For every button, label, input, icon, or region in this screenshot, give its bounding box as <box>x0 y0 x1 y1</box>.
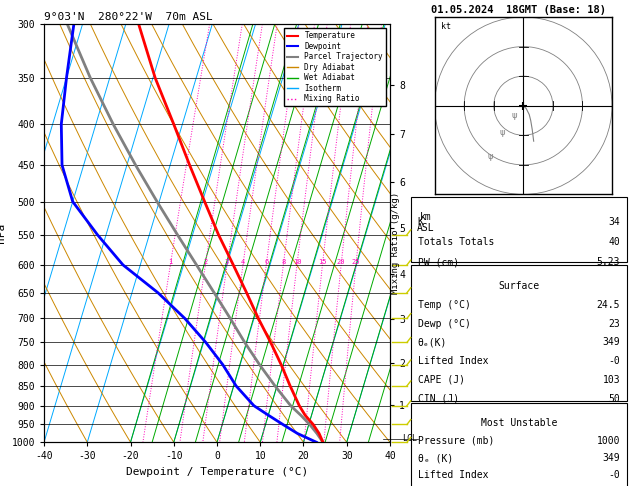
Text: -0: -0 <box>608 356 620 366</box>
FancyBboxPatch shape <box>411 403 626 486</box>
Text: θₑ(K): θₑ(K) <box>418 337 447 347</box>
Text: 2: 2 <box>203 259 208 265</box>
Text: 01.05.2024  18GMT (Base: 18): 01.05.2024 18GMT (Base: 18) <box>431 5 606 15</box>
X-axis label: Dewpoint / Temperature (°C): Dewpoint / Temperature (°C) <box>126 467 308 477</box>
Text: 4: 4 <box>241 259 245 265</box>
Text: 6: 6 <box>264 259 269 265</box>
Text: Totals Totals: Totals Totals <box>418 237 494 247</box>
Text: 349: 349 <box>603 337 620 347</box>
Text: 9°03'N  280°22'W  70m ASL: 9°03'N 280°22'W 70m ASL <box>44 12 213 22</box>
Y-axis label: hPa: hPa <box>0 223 6 243</box>
Text: Lifted Index: Lifted Index <box>418 356 488 366</box>
Text: θₑ (K): θₑ (K) <box>418 453 453 463</box>
Text: Most Unstable: Most Unstable <box>481 418 557 428</box>
Text: Lifted Index: Lifted Index <box>418 470 488 481</box>
Text: Pressure (mb): Pressure (mb) <box>418 435 494 446</box>
Text: 10: 10 <box>292 259 301 265</box>
FancyBboxPatch shape <box>411 197 626 262</box>
Text: 5.23: 5.23 <box>597 258 620 267</box>
Text: 40: 40 <box>608 237 620 247</box>
Text: 23: 23 <box>608 318 620 329</box>
Text: 50: 50 <box>608 394 620 403</box>
Text: Mixing Ratio (g/kg): Mixing Ratio (g/kg) <box>391 192 399 294</box>
Legend: Temperature, Dewpoint, Parcel Trajectory, Dry Adiabat, Wet Adiabat, Isotherm, Mi: Temperature, Dewpoint, Parcel Trajectory… <box>284 28 386 106</box>
Y-axis label: km
ASL: km ASL <box>417 212 435 233</box>
Text: Dewp (°C): Dewp (°C) <box>418 318 470 329</box>
Text: 20: 20 <box>337 259 345 265</box>
Text: 103: 103 <box>603 375 620 385</box>
Text: Temp (°C): Temp (°C) <box>418 300 470 310</box>
Text: 1: 1 <box>168 259 172 265</box>
Text: PW (cm): PW (cm) <box>418 258 459 267</box>
Text: 349: 349 <box>603 453 620 463</box>
Text: 25: 25 <box>352 259 360 265</box>
Text: -0: -0 <box>608 470 620 481</box>
Text: LCL: LCL <box>402 434 417 443</box>
Text: 24.5: 24.5 <box>597 300 620 310</box>
Text: K: K <box>418 217 423 227</box>
Text: Surface: Surface <box>498 281 540 291</box>
Text: CIN (J): CIN (J) <box>418 394 459 403</box>
Text: 8: 8 <box>281 259 286 265</box>
Text: 3: 3 <box>225 259 229 265</box>
Text: 1000: 1000 <box>597 435 620 446</box>
FancyBboxPatch shape <box>411 265 626 401</box>
Text: 15: 15 <box>318 259 326 265</box>
Text: CAPE (J): CAPE (J) <box>418 375 465 385</box>
Text: 34: 34 <box>608 217 620 227</box>
